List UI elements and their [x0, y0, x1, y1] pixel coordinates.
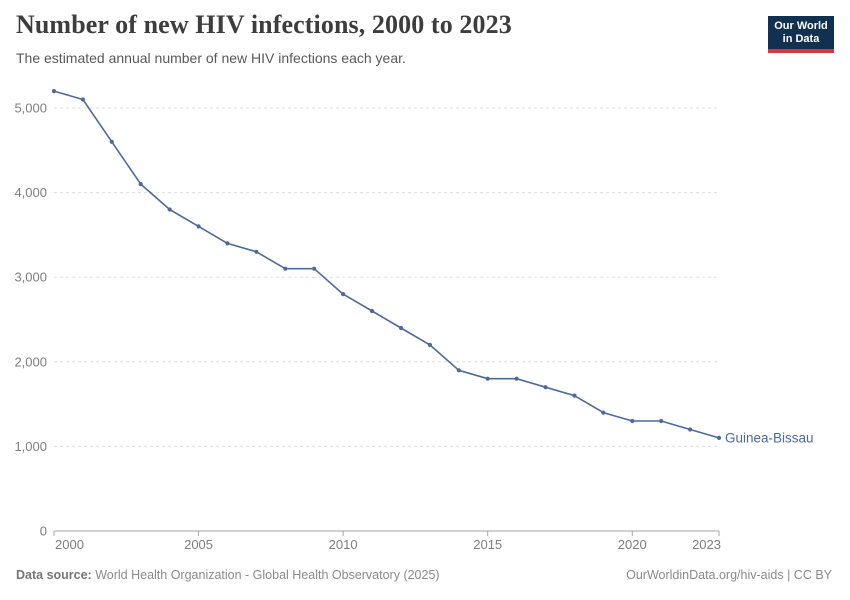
data-point[interactable] — [167, 207, 172, 212]
data-point[interactable] — [254, 249, 259, 254]
y-axis-tick-label: 0 — [40, 524, 47, 539]
x-axis-tick-label: 2023 — [692, 537, 721, 552]
data-source: Data source: World Health Organization -… — [16, 568, 440, 582]
y-axis-tick-label: 5,000 — [14, 101, 47, 116]
data-source-label: Data source: — [16, 568, 92, 582]
chart-title: Number of new HIV infections, 2000 to 20… — [16, 10, 512, 39]
owid-logo-line2: in Data — [782, 33, 820, 45]
data-point[interactable] — [716, 435, 722, 440]
chart-subtitle: The estimated annual number of new HIV i… — [16, 50, 406, 66]
x-axis-tick-label: 2015 — [473, 537, 502, 552]
data-point[interactable] — [51, 89, 57, 94]
x-axis-tick-label: 2010 — [329, 537, 358, 552]
chart-footer: Data source: World Health Organization -… — [16, 568, 832, 582]
data-point[interactable] — [138, 182, 143, 187]
data-point[interactable] — [427, 342, 432, 347]
y-axis-tick-label: 3,000 — [14, 270, 47, 285]
data-point[interactable] — [514, 376, 519, 381]
x-axis-tick-label: 2000 — [55, 537, 84, 552]
data-point[interactable] — [543, 385, 548, 390]
data-point[interactable] — [572, 393, 577, 398]
data-point[interactable] — [601, 410, 606, 415]
x-axis-tick-label: 2005 — [184, 537, 213, 552]
data-point[interactable] — [196, 224, 201, 229]
series-label[interactable]: Guinea-Bissau — [725, 430, 814, 445]
owid-logo[interactable]: Our World in Data — [768, 16, 834, 53]
footer-citation-link[interactable]: OurWorldinData.org/hiv-aids | CC BY — [626, 568, 832, 582]
data-point[interactable] — [659, 418, 664, 424]
data-point[interactable] — [225, 241, 230, 246]
owid-logo-line1: Our World — [774, 20, 828, 32]
data-point[interactable] — [312, 266, 317, 271]
data-line[interactable] — [53, 90, 720, 439]
data-point[interactable] — [688, 427, 693, 432]
data-point[interactable] — [369, 308, 375, 314]
data-point[interactable] — [109, 139, 114, 144]
y-axis-tick-label: 1,000 — [14, 439, 47, 454]
x-axis-tick-label: 2020 — [618, 537, 647, 552]
data-point[interactable] — [485, 376, 490, 381]
y-axis-tick-label: 2,000 — [14, 354, 47, 369]
data-point[interactable] — [456, 368, 461, 373]
y-axis-tick-label: 4,000 — [14, 185, 47, 200]
data-point[interactable] — [283, 266, 288, 271]
data-point[interactable] — [341, 292, 346, 297]
data-source-text: World Health Organization - Global Healt… — [91, 568, 440, 582]
data-point[interactable] — [80, 97, 85, 102]
data-point[interactable] — [398, 325, 404, 331]
data-point[interactable] — [630, 418, 635, 424]
